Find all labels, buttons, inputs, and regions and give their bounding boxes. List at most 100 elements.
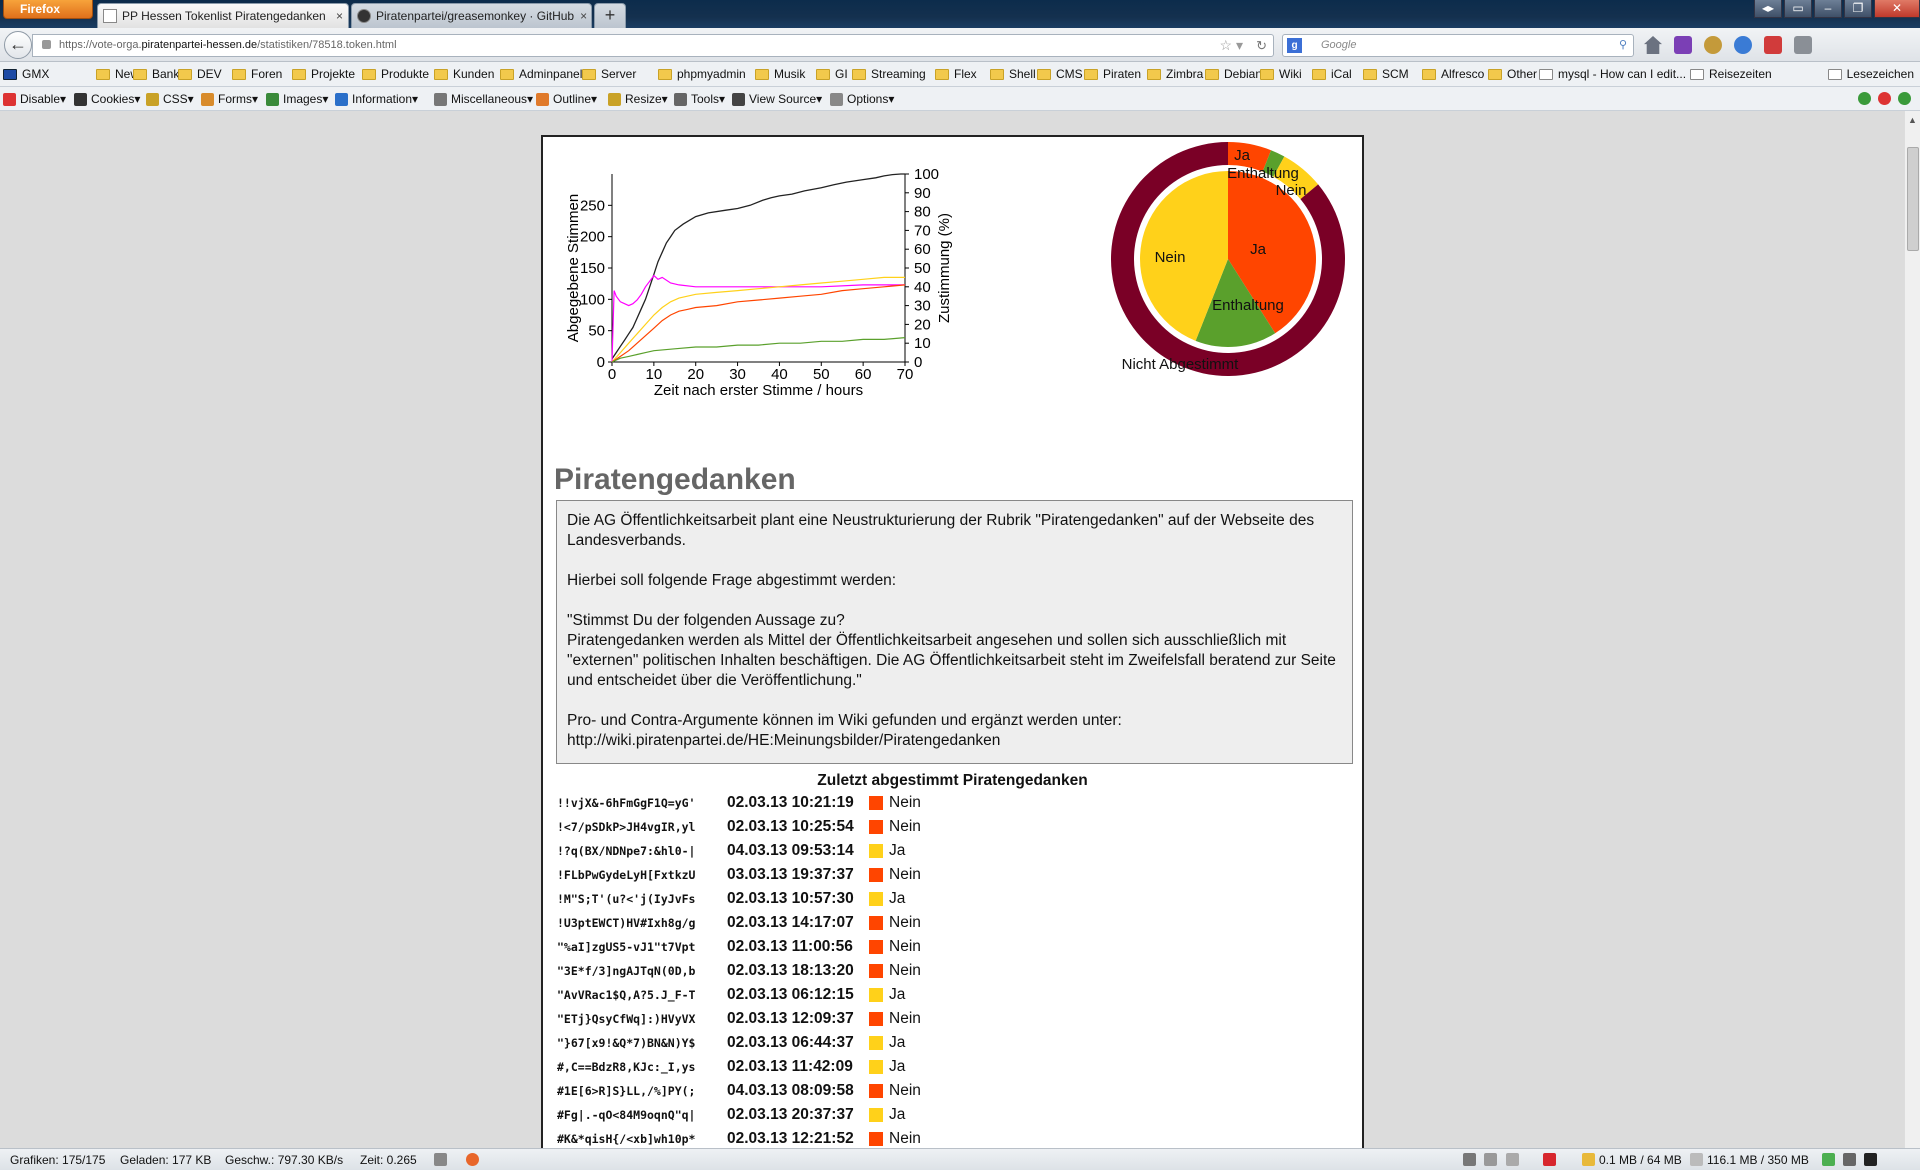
devbar-miscellaneous[interactable]: Miscellaneous▾ bbox=[434, 92, 533, 106]
vertical-scrollbar[interactable]: ▲ bbox=[1904, 111, 1920, 1148]
bookmark-projekte[interactable]: Projekte bbox=[292, 67, 355, 81]
y2-tick-label: 30 bbox=[914, 298, 931, 315]
bookmark-mysql-how-can-i-edit[interactable]: mysql - How can I edit... bbox=[1539, 67, 1686, 81]
tab-active[interactable]: PP Hessen Tokenlist Piratengedanken × bbox=[97, 3, 349, 28]
valid-icon[interactable] bbox=[1898, 92, 1911, 105]
adblock-icon[interactable] bbox=[1543, 1153, 1556, 1166]
addon-icon[interactable] bbox=[1764, 36, 1782, 54]
minimize-icon[interactable]: ▭ bbox=[1784, 0, 1812, 18]
bookmark-zimbra[interactable]: Zimbra bbox=[1147, 67, 1203, 81]
url-bar[interactable]: https://vote-orga.piratenpartei-hessen.d… bbox=[32, 34, 1274, 57]
tools-icon[interactable] bbox=[1794, 36, 1812, 54]
error-icon[interactable] bbox=[1878, 92, 1891, 105]
vote-value: Nein bbox=[889, 962, 921, 979]
search-icon[interactable]: ⚲ bbox=[1618, 39, 1627, 51]
y2-axis-label: Zustimmung (%) bbox=[936, 213, 953, 323]
back-button[interactable]: ← bbox=[4, 31, 32, 59]
devbar-css[interactable]: CSS▾ bbox=[146, 92, 194, 106]
reload-icon[interactable]: ↻ bbox=[1256, 38, 1267, 53]
new-tab-button[interactable]: + bbox=[594, 3, 626, 28]
bookmark-cms[interactable]: CMS bbox=[1037, 67, 1083, 81]
bookmark-alfresco[interactable]: Alfresco bbox=[1422, 67, 1484, 81]
block-icon[interactable] bbox=[466, 1153, 479, 1166]
close-window-button[interactable]: ✕ bbox=[1874, 0, 1920, 18]
minimize-button[interactable]: – bbox=[1814, 0, 1842, 18]
bookmark-debian[interactable]: Debian bbox=[1205, 67, 1262, 81]
bookmark-other[interactable]: Other bbox=[1488, 67, 1537, 81]
home-icon[interactable] bbox=[1644, 36, 1662, 54]
x-tick-label: 70 bbox=[897, 366, 914, 383]
url-prefix: https://vote-orga. bbox=[59, 39, 142, 51]
flag-icon[interactable] bbox=[1484, 1153, 1497, 1166]
bookmark-streaming[interactable]: Streaming bbox=[852, 67, 926, 81]
restore-icon[interactable]: ◂▸ bbox=[1754, 0, 1782, 18]
bookmark-server[interactable]: Server bbox=[582, 67, 636, 81]
tab-close-icon[interactable]: × bbox=[580, 9, 588, 23]
bookmark-label: Lesezeichen bbox=[1846, 67, 1914, 81]
bookmark-wiki[interactable]: Wiki bbox=[1260, 67, 1302, 81]
bookmark-label: Zimbra bbox=[1166, 67, 1204, 81]
close-status-icon[interactable] bbox=[1864, 1153, 1877, 1166]
tab-github[interactable]: Piratenpartei/greasemonkey · GitHub × bbox=[351, 3, 592, 28]
x-tick-label: 60 bbox=[855, 366, 872, 383]
vote-token: "AvVRac1$Q,A?5.J_F-T bbox=[557, 988, 696, 1002]
devbar-disable[interactable]: Disable▾ bbox=[3, 92, 66, 106]
devbar-options[interactable]: Options▾ bbox=[830, 92, 894, 106]
devbar-cookies[interactable]: Cookies▾ bbox=[74, 92, 140, 106]
devbar-tools[interactable]: Tools▾ bbox=[674, 92, 725, 106]
sync-icon[interactable] bbox=[1734, 36, 1752, 54]
bookmark-piraten[interactable]: Piraten bbox=[1084, 67, 1141, 81]
check-icon[interactable] bbox=[1858, 92, 1871, 105]
lock-icon bbox=[42, 40, 51, 49]
bookmark-kunden[interactable]: Kunden bbox=[434, 67, 494, 81]
bookmark-musik[interactable]: Musik bbox=[755, 67, 805, 81]
maximize-button[interactable]: ❐ bbox=[1844, 0, 1872, 18]
bookmark-phpmyadmin[interactable]: phpmyadmin bbox=[658, 67, 746, 81]
tab-close-icon[interactable]: × bbox=[335, 9, 343, 23]
devbar-images[interactable]: Images▾ bbox=[266, 92, 328, 106]
series-line-0 bbox=[611, 173, 905, 360]
scrollbar-thumb[interactable] bbox=[1907, 147, 1919, 251]
bookmark-reisezeiten[interactable]: Reisezeiten bbox=[1690, 67, 1772, 81]
bookmark-flex[interactable]: Flex bbox=[935, 67, 977, 81]
bookmark-gi[interactable]: GI bbox=[816, 67, 848, 81]
devbar-information[interactable]: Information▾ bbox=[335, 92, 418, 106]
vote-color-swatch bbox=[869, 964, 883, 978]
devbar-view-source[interactable]: View Source▾ bbox=[732, 92, 822, 106]
bookmark-scm[interactable]: SCM bbox=[1363, 67, 1409, 81]
extension-icon[interactable] bbox=[1822, 1153, 1835, 1166]
devbar-resize[interactable]: Resize▾ bbox=[608, 92, 668, 106]
vote-color-swatch bbox=[869, 1132, 883, 1146]
bookmark-adminpanels[interactable]: Adminpanels bbox=[500, 67, 588, 81]
folder-icon bbox=[1147, 68, 1161, 80]
feedback-icon[interactable] bbox=[1506, 1153, 1519, 1166]
google-icon[interactable]: g bbox=[1287, 38, 1302, 53]
bookmark-label: Bank bbox=[152, 67, 180, 81]
bookmark-dev[interactable]: DEV bbox=[178, 67, 222, 81]
vote-date: 02.03.13 12:09:37 bbox=[727, 1010, 854, 1027]
bookmark-gmx[interactable]: GMX bbox=[3, 67, 49, 81]
grid-icon[interactable] bbox=[434, 1153, 447, 1166]
bookmark-ical[interactable]: iCal bbox=[1312, 67, 1352, 81]
bookmark-produkte[interactable]: Produkte bbox=[362, 67, 429, 81]
bookmark-foren[interactable]: Foren bbox=[232, 67, 282, 81]
greasemonkey-icon[interactable] bbox=[1704, 36, 1722, 54]
folder-icon bbox=[1084, 68, 1098, 80]
bookmark-shell[interactable]: Shell bbox=[990, 67, 1036, 81]
devbar-outline[interactable]: Outline▾ bbox=[536, 92, 597, 106]
folder-icon bbox=[178, 68, 192, 80]
firefox-menu-button[interactable]: Firefox bbox=[3, 0, 93, 19]
apps-icon[interactable] bbox=[1674, 36, 1692, 54]
bookmark-star-icon[interactable]: ☆ ▾ bbox=[1219, 37, 1243, 53]
bookmark-lesezeichen[interactable]: Lesezeichen bbox=[1827, 67, 1914, 81]
wrench-icon[interactable] bbox=[1463, 1153, 1476, 1166]
folder-icon bbox=[1363, 68, 1377, 80]
bookmark-bank[interactable]: Bank bbox=[133, 67, 179, 81]
vote-date: 02.03.13 10:25:54 bbox=[727, 818, 854, 835]
settings-icon[interactable] bbox=[1843, 1153, 1856, 1166]
search-input[interactable]: g Google ⚲ bbox=[1282, 34, 1634, 57]
resize-icon bbox=[608, 92, 621, 106]
pie-outer-slice bbox=[1262, 150, 1285, 177]
folder-icon bbox=[1312, 68, 1326, 80]
devbar-forms[interactable]: Forms▾ bbox=[201, 92, 258, 106]
